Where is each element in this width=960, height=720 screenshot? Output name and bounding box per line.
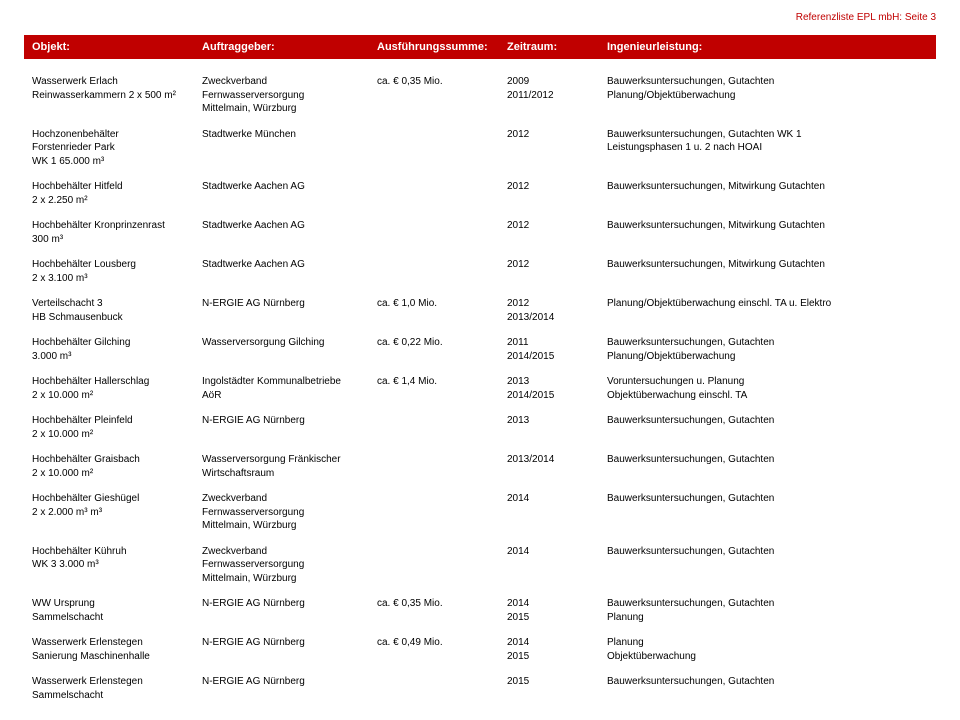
cell-auftraggeber: Stadtwerke München bbox=[202, 128, 377, 169]
cell-auftraggeber: ZweckverbandFernwasserversorgungMittelma… bbox=[202, 492, 377, 533]
cell-objekt: HochzonenbehälterForstenrieder ParkWK 1 … bbox=[32, 128, 202, 169]
cell-summe bbox=[377, 180, 507, 207]
table-row: Hochbehälter Graisbach2 x 10.000 m²Wasse… bbox=[24, 447, 936, 486]
cell-leistung: Bauwerksuntersuchungen, Gutachten bbox=[607, 545, 928, 586]
cell-summe: ca. € 1,0 Mio. bbox=[377, 297, 507, 324]
table-row: Hochbehälter Hallerschlag2 x 10.000 m²In… bbox=[24, 369, 936, 408]
cell-summe bbox=[377, 258, 507, 285]
cell-leistung: Bauwerksuntersuchungen, Mitwirkung Gutac… bbox=[607, 219, 928, 246]
cell-zeitraum: 20112014/2015 bbox=[507, 336, 607, 363]
table-row: Wasserwerk ErlachReinwasserkammern 2 x 5… bbox=[24, 69, 936, 122]
cell-zeitraum: 2013 bbox=[507, 414, 607, 441]
page-header: Referenzliste EPL mbH: Seite 3 bbox=[24, 12, 936, 23]
cell-summe bbox=[377, 219, 507, 246]
table-row: Hochbehälter Hitfeld2 x 2.250 m²Stadtwer… bbox=[24, 174, 936, 213]
cell-summe: ca. € 0,22 Mio. bbox=[377, 336, 507, 363]
cell-auftraggeber: Stadtwerke Aachen AG bbox=[202, 258, 377, 285]
table-row: Hochbehälter Kronprinzenrast300 m³Stadtw… bbox=[24, 213, 936, 252]
cell-zeitraum: 2013/2014 bbox=[507, 453, 607, 480]
cell-objekt: Hochbehälter Gieshügel2 x 2.000 m³ m³ bbox=[32, 492, 202, 533]
col-objekt: Objekt: bbox=[32, 41, 202, 53]
col-summe: Ausführungssumme: bbox=[377, 41, 507, 53]
cell-leistung: PlanungObjektüberwachung bbox=[607, 636, 928, 663]
table-row: Wasserwerk ErlenstegenSanierung Maschine… bbox=[24, 630, 936, 669]
cell-summe: ca. € 1,4 Mio. bbox=[377, 375, 507, 402]
cell-auftraggeber: N-ERGIE AG Nürnberg bbox=[202, 414, 377, 441]
cell-leistung: Bauwerksuntersuchungen, Mitwirkung Gutac… bbox=[607, 258, 928, 285]
col-leistung: Ingenieurleistung: bbox=[607, 41, 928, 53]
cell-auftraggeber: Wasserversorgung Gilching bbox=[202, 336, 377, 363]
cell-zeitraum: 20132014/2015 bbox=[507, 375, 607, 402]
cell-zeitraum: 2012 bbox=[507, 258, 607, 285]
cell-objekt: Hochbehälter KühruhWK 3 3.000 m³ bbox=[32, 545, 202, 586]
cell-zeitraum: 2012 bbox=[507, 128, 607, 169]
table-row: Hochbehälter Gieshügel2 x 2.000 m³ m³Zwe… bbox=[24, 486, 936, 539]
table-row: WW UrsprungSammelschachtN-ERGIE AG Nürnb… bbox=[24, 591, 936, 630]
cell-objekt: Hochbehälter Hitfeld2 x 2.250 m² bbox=[32, 180, 202, 207]
cell-auftraggeber: ZweckverbandFernwasserversorgungMittelma… bbox=[202, 545, 377, 586]
cell-leistung: Bauwerksuntersuchungen, Gutachten bbox=[607, 492, 928, 533]
cell-objekt: Hochbehälter Graisbach2 x 10.000 m² bbox=[32, 453, 202, 480]
cell-summe bbox=[377, 492, 507, 533]
cell-zeitraum: 2012 bbox=[507, 180, 607, 207]
cell-leistung: Bauwerksuntersuchungen, Gutachten bbox=[607, 453, 928, 480]
table-row: Hochbehälter KühruhWK 3 3.000 m³Zweckver… bbox=[24, 539, 936, 592]
cell-auftraggeber: Stadtwerke Aachen AG bbox=[202, 180, 377, 207]
cell-zeitraum: 2012 bbox=[507, 219, 607, 246]
cell-summe: ca. € 0,49 Mio. bbox=[377, 636, 507, 663]
table-body: Wasserwerk ErlachReinwasserkammern 2 x 5… bbox=[24, 69, 936, 708]
cell-leistung: Bauwerksuntersuchungen, Gutachten bbox=[607, 414, 928, 441]
cell-auftraggeber: N-ERGIE AG Nürnberg bbox=[202, 597, 377, 624]
cell-summe bbox=[377, 128, 507, 169]
cell-objekt: WW UrsprungSammelschacht bbox=[32, 597, 202, 624]
cell-objekt: Hochbehälter Lousberg2 x 3.100 m³ bbox=[32, 258, 202, 285]
cell-objekt: Wasserwerk ErlachReinwasserkammern 2 x 5… bbox=[32, 75, 202, 116]
cell-zeitraum: 20142015 bbox=[507, 636, 607, 663]
cell-auftraggeber: ZweckverbandFernwasserversorgungMittelma… bbox=[202, 75, 377, 116]
cell-objekt: Hochbehälter Kronprinzenrast300 m³ bbox=[32, 219, 202, 246]
cell-leistung: Bauwerksuntersuchungen, GutachtenPlanung… bbox=[607, 336, 928, 363]
cell-leistung: Bauwerksuntersuchungen, GutachtenPlanung… bbox=[607, 75, 928, 116]
cell-leistung: Bauwerksuntersuchungen, Gutachten WK 1Le… bbox=[607, 128, 928, 169]
cell-summe bbox=[377, 545, 507, 586]
cell-summe: ca. € 0,35 Mio. bbox=[377, 75, 507, 116]
cell-zeitraum: 20122013/2014 bbox=[507, 297, 607, 324]
cell-objekt: Hochbehälter Pleinfeld2 x 10.000 m² bbox=[32, 414, 202, 441]
cell-zeitraum: 20092011/2012 bbox=[507, 75, 607, 116]
col-zeitraum: Zeitraum: bbox=[507, 41, 607, 53]
cell-auftraggeber: Wasserversorgung FränkischerWirtschaftsr… bbox=[202, 453, 377, 480]
table-row: Hochbehälter Lousberg2 x 3.100 m³Stadtwe… bbox=[24, 252, 936, 291]
cell-objekt: Hochbehälter Gilching3.000 m³ bbox=[32, 336, 202, 363]
cell-objekt: Hochbehälter Hallerschlag2 x 10.000 m² bbox=[32, 375, 202, 402]
table-row: Wasserwerk ErlenstegenSammelschachtN-ERG… bbox=[24, 669, 936, 708]
cell-leistung: Bauwerksuntersuchungen, Mitwirkung Gutac… bbox=[607, 180, 928, 207]
cell-objekt: Verteilschacht 3HB Schmausenbuck bbox=[32, 297, 202, 324]
table-header: Objekt: Auftraggeber: Ausführungssumme: … bbox=[24, 35, 936, 59]
cell-auftraggeber: Ingolstädter KommunalbetriebeAöR bbox=[202, 375, 377, 402]
cell-leistung: Bauwerksuntersuchungen, Gutachten bbox=[607, 675, 928, 702]
cell-auftraggeber: Stadtwerke Aachen AG bbox=[202, 219, 377, 246]
cell-summe: ca. € 0,35 Mio. bbox=[377, 597, 507, 624]
cell-summe bbox=[377, 675, 507, 702]
table-row: Hochbehälter Pleinfeld2 x 10.000 m²N-ERG… bbox=[24, 408, 936, 447]
table-row: HochzonenbehälterForstenrieder ParkWK 1 … bbox=[24, 122, 936, 175]
cell-objekt: Wasserwerk ErlenstegenSammelschacht bbox=[32, 675, 202, 702]
cell-zeitraum: 2014 bbox=[507, 545, 607, 586]
cell-zeitraum: 20142015 bbox=[507, 597, 607, 624]
cell-auftraggeber: N-ERGIE AG Nürnberg bbox=[202, 636, 377, 663]
table-row: Verteilschacht 3HB SchmausenbuckN-ERGIE … bbox=[24, 291, 936, 330]
col-auftraggeber: Auftraggeber: bbox=[202, 41, 377, 53]
cell-zeitraum: 2015 bbox=[507, 675, 607, 702]
cell-summe bbox=[377, 453, 507, 480]
cell-auftraggeber: N-ERGIE AG Nürnberg bbox=[202, 675, 377, 702]
table-row: Hochbehälter Gilching3.000 m³Wasserverso… bbox=[24, 330, 936, 369]
cell-summe bbox=[377, 414, 507, 441]
cell-leistung: Voruntersuchungen u. PlanungObjektüberwa… bbox=[607, 375, 928, 402]
cell-zeitraum: 2014 bbox=[507, 492, 607, 533]
cell-objekt: Wasserwerk ErlenstegenSanierung Maschine… bbox=[32, 636, 202, 663]
cell-auftraggeber: N-ERGIE AG Nürnberg bbox=[202, 297, 377, 324]
cell-leistung: Planung/Objektüberwachung einschl. TA u.… bbox=[607, 297, 928, 324]
cell-leistung: Bauwerksuntersuchungen, GutachtenPlanung bbox=[607, 597, 928, 624]
